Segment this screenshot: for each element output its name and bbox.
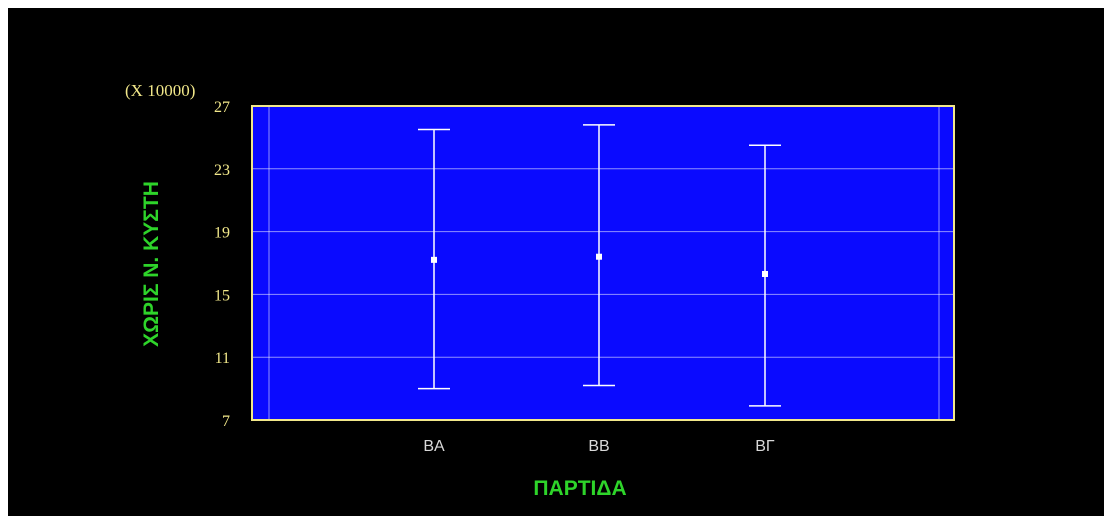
chart-frame: 7 11 15 19 23 27 ΒΑ ΒΒ ΒΓ (X 10000) ΧΩΡΙΣ Ν. ΚΥ… xyxy=(8,8,1104,516)
y-multiplier-label: (X 10000) xyxy=(125,81,195,100)
y-tick-label: 19 xyxy=(214,225,230,242)
x-category-label: ΒΓ xyxy=(755,438,775,455)
y-tick-label: 27 xyxy=(214,99,230,116)
interval-center-point xyxy=(431,256,437,263)
x-axis-title: ΠΑΡΤΙΔΑ xyxy=(533,477,626,500)
y-tick-label: 7 xyxy=(222,413,230,430)
y-axis-title: ΧΩΡΙΣ Ν. ΚΥΣΤΗ xyxy=(140,181,163,347)
x-category-labels: ΒΑ ΒΒ ΒΓ xyxy=(423,438,775,455)
x-category-label: ΒΒ xyxy=(588,438,609,455)
y-tick-label: 15 xyxy=(214,287,230,304)
interval-chart: 7 11 15 19 23 27 ΒΑ ΒΒ ΒΓ (X 10000) ΧΩΡΙΣ Ν. ΚΥ… xyxy=(125,81,955,500)
plot-area xyxy=(252,106,954,420)
y-tick-labels: 7 11 15 19 23 27 xyxy=(214,99,230,430)
interval-center-point xyxy=(596,253,602,260)
y-tick-label: 23 xyxy=(214,162,230,179)
x-category-label: ΒΑ xyxy=(423,438,445,455)
interval-center-point xyxy=(762,270,768,277)
intervals xyxy=(418,124,781,407)
y-tick-label: 11 xyxy=(215,350,230,367)
plot-frame xyxy=(251,105,955,421)
